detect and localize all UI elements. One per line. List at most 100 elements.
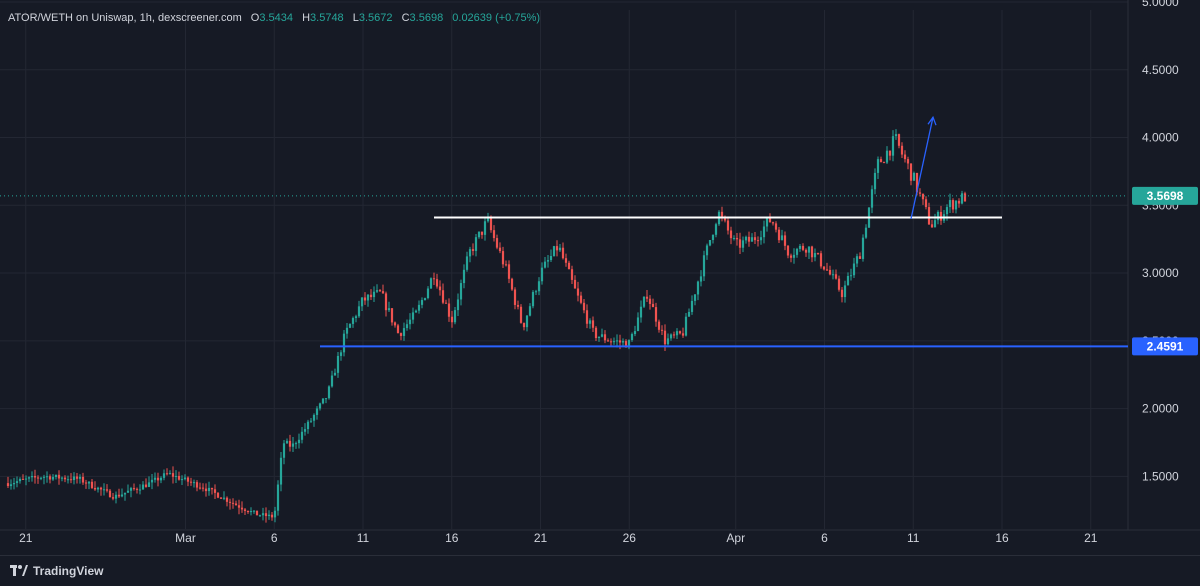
candle-body (135, 488, 139, 490)
candle-body (306, 421, 310, 430)
candle-body (510, 278, 514, 290)
candle-body (516, 304, 520, 307)
candle-body (678, 331, 682, 334)
candle-body (18, 478, 22, 482)
candle-body (642, 296, 646, 307)
candle-body (489, 218, 493, 231)
candle-body (423, 298, 427, 301)
candle-body (372, 291, 376, 298)
current-price-label: 3.5698 (1147, 189, 1184, 203)
candle-body (630, 334, 634, 341)
candle-body (339, 352, 343, 356)
candle-body (231, 502, 235, 504)
candle-body (228, 501, 232, 503)
candle-body (615, 340, 619, 342)
candle-body (522, 322, 526, 328)
candle-body (954, 200, 958, 210)
candle-body (537, 281, 541, 292)
candle-body (480, 231, 484, 235)
candle-body (72, 476, 76, 481)
candle-body (660, 329, 664, 331)
candle-body (12, 482, 16, 485)
x-tick-label: 21 (1084, 531, 1098, 545)
candle-body (438, 286, 442, 291)
candle-body (474, 237, 478, 251)
candle-body (294, 443, 298, 445)
y-tick-label: 2.0000 (1142, 402, 1179, 416)
low-label: L (352, 12, 359, 24)
candle-body (693, 294, 697, 301)
candle-body (552, 246, 556, 257)
x-tick-label: 11 (907, 531, 920, 545)
candle-body (75, 476, 79, 479)
y-tick-label: 5.0000 (1142, 0, 1179, 9)
candle-body (360, 297, 364, 307)
candle-body (345, 327, 349, 334)
candle-body (450, 316, 454, 323)
candle-body (768, 218, 772, 223)
candle-body (96, 487, 100, 490)
candle-body (93, 487, 97, 490)
candle-body (123, 492, 127, 495)
x-tick-label: 6 (821, 531, 828, 545)
candle-body (483, 221, 487, 235)
tradingview-brand[interactable]: TradingView (10, 564, 103, 578)
candle-body (300, 431, 304, 440)
candle-body (780, 235, 784, 241)
candle-body (507, 264, 511, 279)
candle-body (375, 290, 379, 292)
candle-body (525, 315, 529, 328)
candle-body (819, 253, 823, 267)
candle-body (27, 477, 31, 479)
candle-body (915, 172, 919, 193)
candle-body (816, 253, 820, 255)
candle-body (546, 260, 550, 262)
candle-body (120, 494, 124, 497)
candle-body (675, 331, 679, 336)
candle-body (24, 478, 28, 480)
candle-body (45, 476, 49, 478)
candle-body (453, 310, 457, 323)
candle-body (177, 475, 181, 480)
candle-body (645, 296, 649, 299)
candle-body (582, 302, 586, 311)
candle-body (198, 487, 202, 489)
candle-body (840, 289, 844, 298)
candle-body (15, 481, 19, 483)
candle-body (684, 316, 688, 336)
candle-body (81, 476, 85, 483)
candle-body (126, 490, 130, 493)
candle-body (696, 281, 700, 295)
candle-body (798, 245, 802, 249)
candle-body (111, 497, 115, 499)
candle-body (447, 303, 451, 317)
brand-label: TradingView (33, 564, 104, 578)
candle-body (171, 473, 175, 477)
candle-body (540, 267, 544, 282)
candle-body (105, 489, 109, 491)
candle-body (561, 247, 565, 259)
candle-body (174, 475, 178, 477)
candle-body (486, 218, 490, 222)
candle-body (492, 230, 496, 239)
candle-body (216, 492, 220, 498)
x-tick-label: 16 (445, 531, 459, 545)
candle-body (858, 256, 862, 259)
open-label: O (250, 12, 260, 24)
current-price-badge (1132, 186, 1198, 205)
candle-body (441, 290, 445, 303)
candle-body (681, 333, 685, 336)
x-tick-label: 26 (623, 531, 637, 545)
candle-body (363, 297, 367, 301)
candle-body (864, 227, 868, 238)
candle-body (138, 489, 142, 491)
candle-body (534, 291, 538, 293)
candle-body (288, 440, 292, 447)
candle-body (417, 304, 421, 311)
candle-body (324, 398, 328, 400)
candle-body (147, 482, 151, 487)
candle-body (957, 200, 961, 204)
candle-body (390, 308, 394, 323)
